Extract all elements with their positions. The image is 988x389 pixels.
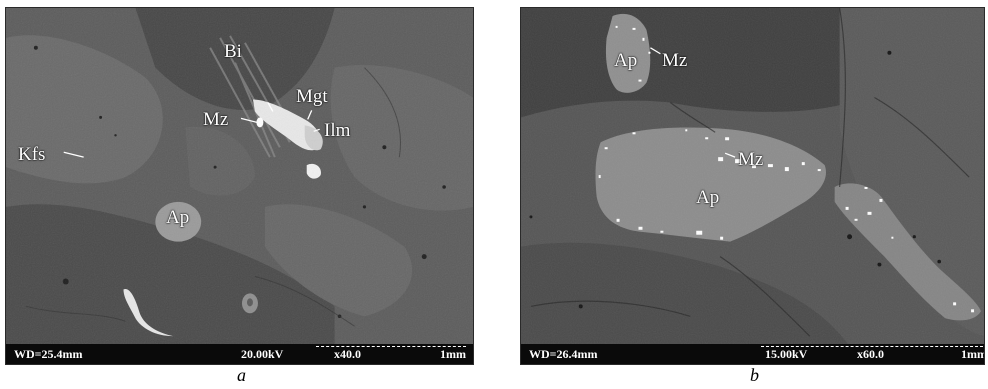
sem-micrograph-b: [521, 8, 984, 364]
voltage-b: 15.00kV: [765, 347, 808, 361]
magnification-a: x40.0: [334, 347, 361, 361]
scale-bar-a: [316, 346, 466, 348]
caption-b: b: [750, 365, 759, 385]
sem-image-a: Bi Mgt Mz Ilm Kfs Ap WD=25.4mm 20.00kV x…: [5, 7, 474, 365]
scale-label-b: 1mm: [961, 347, 985, 361]
label-mz-a: Mz: [203, 109, 229, 130]
label-mgt: Mgt: [296, 86, 328, 107]
scale-label-a: 1mm: [440, 347, 466, 361]
sem-databar-b: WD=26.4mm 15.00kV x60.0 1mm: [521, 344, 984, 364]
label-ilm: Ilm: [324, 120, 351, 141]
label-ap-mid: Ap: [696, 187, 720, 208]
working-distance-b: WD=26.4mm: [529, 347, 598, 361]
caption-a: a: [237, 365, 246, 385]
label-ap-a: Ap: [166, 207, 190, 228]
label-bi: Bi: [224, 41, 242, 62]
working-distance-a: WD=25.4mm: [14, 347, 83, 361]
label-mz-mid: Mz: [738, 149, 764, 170]
magnification-b: x60.0: [857, 347, 884, 361]
label-kfs: Kfs: [18, 144, 46, 165]
label-mz-top: Mz: [662, 50, 688, 71]
sem-micrograph-a: [6, 8, 473, 364]
scale-bar-b: [761, 346, 983, 348]
sem-databar-a: WD=25.4mm 20.00kV x40.0 1mm: [6, 344, 473, 364]
voltage-a: 20.00kV: [241, 347, 284, 361]
sem-image-b: Ap Mz Mz Ap WD=26.4mm 15.00kV x60.0 1mm: [520, 7, 985, 365]
label-ap-top: Ap: [614, 50, 638, 71]
